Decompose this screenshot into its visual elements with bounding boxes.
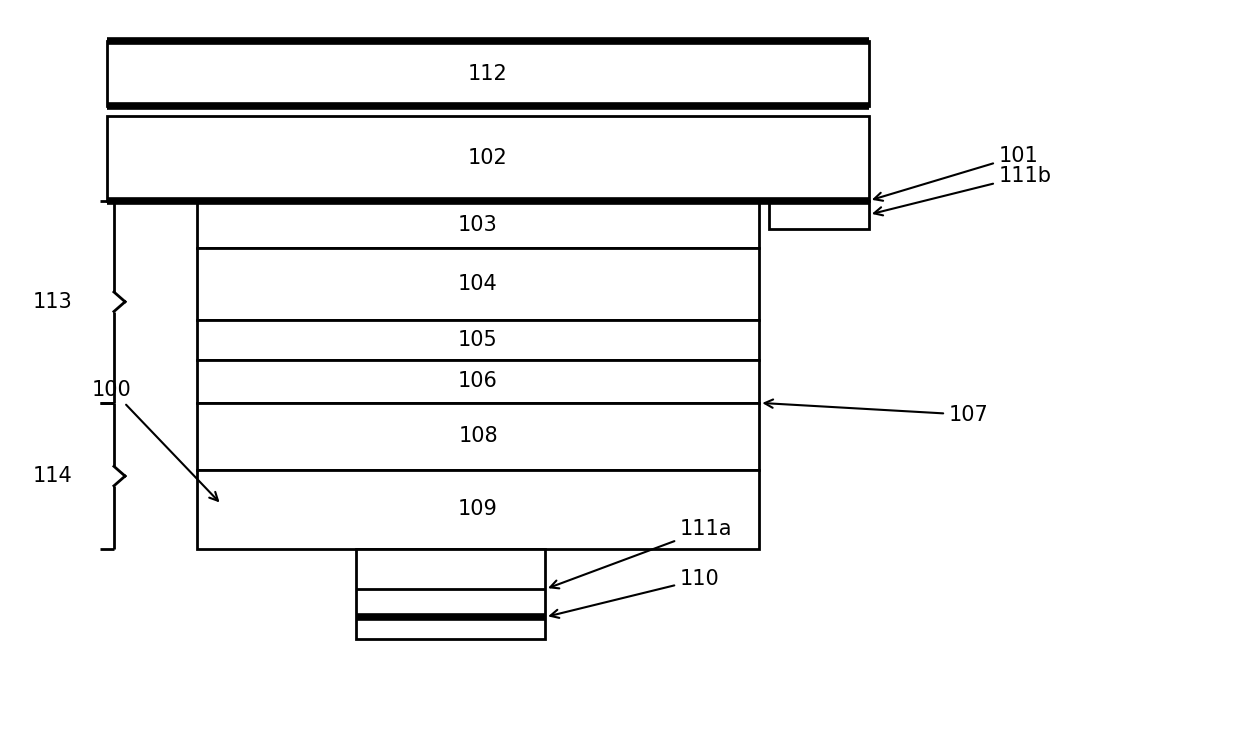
Text: 107: 107 bbox=[765, 400, 988, 425]
Bar bbox=[197, 320, 759, 360]
Text: 103: 103 bbox=[458, 214, 498, 234]
Text: 100: 100 bbox=[92, 380, 218, 501]
Text: 114: 114 bbox=[32, 466, 72, 486]
Text: 113: 113 bbox=[32, 292, 72, 312]
Bar bbox=[107, 116, 869, 201]
Bar bbox=[356, 549, 546, 639]
Text: 104: 104 bbox=[458, 274, 498, 294]
Text: 109: 109 bbox=[458, 499, 498, 520]
Bar bbox=[197, 403, 759, 470]
Text: 106: 106 bbox=[458, 371, 498, 392]
Bar bbox=[770, 201, 869, 228]
Text: 101: 101 bbox=[874, 146, 1038, 201]
Bar bbox=[197, 360, 759, 403]
Bar bbox=[197, 470, 759, 549]
Text: 112: 112 bbox=[469, 64, 508, 83]
Text: 102: 102 bbox=[469, 149, 508, 168]
Bar bbox=[197, 201, 759, 248]
Text: 110: 110 bbox=[551, 569, 719, 618]
Text: 111a: 111a bbox=[551, 520, 733, 589]
Bar bbox=[107, 41, 869, 106]
Text: 111b: 111b bbox=[874, 165, 1052, 215]
Text: 105: 105 bbox=[458, 330, 498, 350]
Bar bbox=[197, 248, 759, 320]
Text: 108: 108 bbox=[459, 426, 497, 447]
